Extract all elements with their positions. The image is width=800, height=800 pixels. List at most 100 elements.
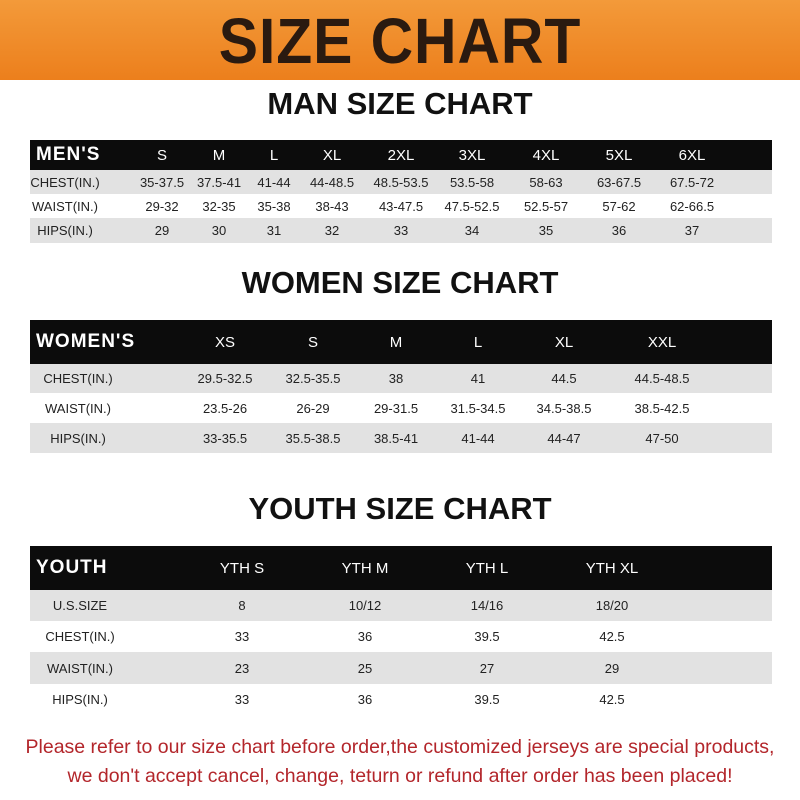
row-label: WAIST(IN.) [47,660,113,676]
measurement-cell: 27 [479,660,495,676]
row-label: U.S.SIZE [52,598,108,613]
measurement-cell: 53.5-58 [449,174,495,190]
measurement-cell: 44.5 [551,371,577,386]
measurement-cell: 23 [234,660,250,676]
row-label: CHEST(IN.) [30,174,100,190]
measurement-cell: 33 [393,223,409,238]
measurement-cell: 44-48.5 [309,174,355,190]
measurement-cell: 35.5-38.5 [285,430,341,446]
measurement-cell: 29.5-32.5 [197,371,253,386]
measurement-cell: 31 [266,223,282,238]
measurement-cell: 18/20 [595,598,629,613]
measurement-cell: 14/16 [470,598,504,613]
measurement-cell: 36 [357,629,373,644]
measurement-cell: 25 [357,660,373,676]
measurement-cell: 38.5-41 [373,430,419,446]
row-label: HIPS(IN.) [52,692,108,707]
measurement-cell: 39.5 [474,692,500,707]
size-header: M [389,333,403,351]
measurement-cell: 47.5-52.5 [444,198,500,214]
measurement-cell: 38-43 [315,198,349,214]
measurement-cell: 52.5-57 [523,198,569,214]
measurement-cell: 37.5-41 [196,174,242,190]
measurement-cell: 63-67.5 [596,174,642,190]
table-row: CHEST(IN.) 29.5-32.5 32.5-35.5 38 41 44.5 44.5… [30,364,772,393]
size-header: YTH XL [585,559,639,577]
measurement-cell: 43-47.5 [378,198,424,214]
measurement-cell: 37 [684,223,700,238]
measurement-cell: 35 [538,223,554,238]
measurement-cell: 38.5-42.5 [634,400,690,416]
measurement-cell: 31.5-34.5 [450,400,506,416]
size-header: XL [322,146,342,164]
men-size-table: MEN'S S M L XL 2XL 3XL 4XL 5XL 6XL CHEST(IN.) 35-37… [30,140,772,243]
size-header: YTH S [219,559,265,577]
row-label: HIPS(IN.) [50,430,106,446]
measurement-cell: 33-35.5 [202,430,248,446]
measurement-cell: 35-37.5 [139,174,185,190]
measurement-cell: 39.5 [474,629,500,644]
measurement-cell: 47-50 [645,430,679,446]
measurement-cell: 32 [324,223,340,238]
women-size-table: WOMEN'S XS S M L XL XXL CHEST(IN.) 29.5-32.5 32.5… [30,320,772,453]
table-row: CHEST(IN.) 35-37.5 37.5-41 41-44 44-48.5 48.5… [30,170,772,194]
table-row: WAIST(IN.) 23 25 27 29 [30,652,772,684]
measurement-cell: 36 [357,692,373,707]
table-row: HIPS(IN.) 33-35.5 35.5-38.5 38.5-41 41-44 44-… [30,423,772,453]
measurement-cell: 32.5-35.5 [285,371,341,386]
measurement-cell: 29-32 [145,198,179,214]
size-header: S [307,333,319,351]
measurement-cell: 32-35 [202,198,236,214]
women-header-row: WOMEN'S XS S M L XL XXL [30,320,772,364]
table-row: HIPS(IN.) 29 30 31 32 33 34 35 36 37 [30,218,772,243]
notice-line-1: Please refer to our size chart before or… [25,736,775,758]
table-row: WAIST(IN.) 29-32 32-35 35-38 38-43 43-47.5 47.… [30,194,772,218]
measurement-cell: 38 [388,371,404,386]
measurement-cell: 48.5-53.5 [373,174,429,190]
measurement-cell: 34 [464,223,480,238]
men-title: MAN SIZE CHART [267,86,533,121]
row-label: CHEST(IN.) [43,371,113,386]
measurement-cell: 33 [234,629,250,644]
size-header: YTH L [465,559,509,577]
youth-header-label: YOUTH [36,557,108,578]
row-label: CHEST(IN.) [45,629,115,644]
measurement-cell: 41-44 [257,174,291,190]
banner-title: SIZE CHART [218,5,582,77]
measurement-cell: 44-47 [547,430,581,446]
measurement-cell: 8 [238,598,246,613]
measurement-cell: 41 [470,371,486,386]
measurement-cell: 57-62 [602,198,636,214]
measurement-cell: 42.5 [599,629,625,644]
youth-title: YOUTH SIZE CHART [248,491,552,526]
size-header: L [473,333,483,351]
measurement-cell: 34.5-38.5 [536,400,592,416]
size-header: S [156,146,168,164]
measurement-cell: 10/12 [348,598,382,613]
measurement-cell: 36 [611,223,627,238]
size-header: XS [214,333,236,351]
size-header: 3XL [458,146,486,164]
size-header: YTH M [341,559,389,577]
measurement-cell: 42.5 [599,692,625,707]
size-header: 6XL [678,146,706,164]
size-header: L [269,146,279,164]
measurement-cell: 30 [211,223,227,238]
men-header-row: MEN'S S M L XL 2XL 3XL 4XL 5XL 6XL [30,140,772,170]
measurement-cell: 26-29 [296,400,330,416]
measurement-cell: 35-38 [257,198,291,214]
measurement-cell: 33 [234,692,250,707]
notice-line-2: we don't accept cancel, change, teturn o… [67,765,733,787]
size-header: XL [554,333,574,351]
men-header-label: MEN'S [36,144,101,165]
table-row: CHEST(IN.) 33 36 39.5 42.5 [30,621,772,652]
measurement-cell: 58-63 [529,174,563,190]
row-label: WAIST(IN.) [32,198,98,214]
table-row: HIPS(IN.) 33 36 39.5 42.5 [30,684,772,715]
row-label: WAIST(IN.) [45,400,111,416]
table-row: WAIST(IN.) 23.5-26 26-29 29-31.5 31.5-34.5 34… [30,393,772,423]
measurement-cell: 62-66.5 [669,198,715,214]
youth-size-table: YOUTH YTH S YTH M YTH L YTH XL U.S.SIZE 8 10/12… [30,546,772,715]
size-header: 2XL [387,146,415,164]
measurement-cell: 67.5-72 [669,174,715,190]
